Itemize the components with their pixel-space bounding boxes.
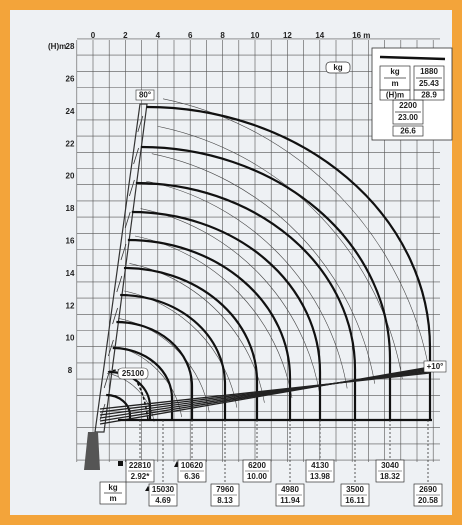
legend-load: 1880 [420,67,438,76]
load-value: 7960 [216,485,234,494]
load-radius: 8.13 [217,496,233,505]
x-tick-label: 2 [123,31,128,40]
load-value: 4130 [311,461,329,470]
reach-arc [140,208,320,394]
load-radius: 4.69 [155,496,171,505]
load-radius: 20.58 [418,496,439,505]
reach-arc [157,125,403,380]
x-tick-label: 0 [91,31,96,40]
low-boom [99,372,431,410]
footer-unit: kg [108,483,117,492]
x-tick-label: 12 [283,31,292,40]
load-curve [135,181,357,420]
load-value: 6200 [248,461,266,470]
boom-load: 25100 [122,369,145,378]
y-tick-label: 16 [66,237,75,246]
x-tick-label: 8 [220,31,225,40]
y-tick-label: 18 [66,204,75,213]
boom [94,103,148,433]
angle-box [135,89,155,101]
y-tick-label: 28 [66,42,75,51]
load-value: 2690 [419,485,437,494]
x-tick-label: 4 [156,31,161,40]
boom-brace [124,211,131,229]
load-radius: 16.11 [345,496,365,505]
square-marker [118,461,123,466]
legend-radius: 25.43 [419,79,440,88]
x-tick-label: 16 m [352,31,370,40]
load-radius: 13.98 [310,472,331,481]
legend-cell [413,89,445,101]
y-tick-label: 22 [66,139,75,148]
legend [371,47,453,141]
y-tick-label: 24 [66,107,75,116]
legend-cell [392,125,424,137]
load-radius: 11.94 [280,496,300,505]
boom-brace [116,275,123,293]
angle-box [423,360,447,373]
load-curve [116,320,194,420]
legend-load: 2200 [399,101,417,110]
legend-cell [392,99,424,125]
legend-unit: m [391,79,398,88]
reach-arc [151,153,376,384]
y-tick-label: 12 [66,301,75,310]
boom-brace [120,243,127,261]
reach-arc [134,235,293,399]
boom-brace [133,147,139,165]
x-tick-label: 6 [188,31,193,40]
boom-brace [112,307,118,325]
load-value: 15030 [152,485,175,494]
load-curve [123,266,259,420]
load-value: 4980 [281,485,299,494]
angle-max: 80° [139,91,151,100]
load-radius: 10.00 [247,472,268,481]
load-curve [131,210,322,420]
legend-boom [379,55,446,61]
footer-unit: m [109,494,116,503]
load-curve [120,293,227,420]
boom-brace [108,339,114,357]
legend-height: (H)m [386,91,404,100]
load-value: 3500 [346,485,364,494]
angle-min: +10° [427,362,444,371]
y-tick-label: 20 [66,172,75,181]
shapes [84,98,432,484]
boom-brace [137,115,144,133]
legend-unit: kg [390,67,399,76]
y-tick-label: 8 [68,366,73,375]
load-curve [112,346,174,420]
load-curve [140,145,392,420]
unit: kg [333,63,342,72]
load-curve [146,105,432,420]
load-radius: 18.32 [380,472,401,481]
reach-arc [146,180,348,389]
x-tick-label: 14 [315,31,324,40]
load-curve [106,393,132,420]
crane-base [84,432,100,470]
load-value: 10620 [181,461,204,470]
y-tick-label: 10 [66,334,75,343]
boom-brace [103,371,110,389]
load-curve [127,238,292,420]
boom-load-box [117,367,149,380]
y-tick-label: 26 [66,75,75,84]
legend-height: 26.6 [400,127,416,136]
unit-box [325,61,351,74]
load-value: 22810 [129,461,152,470]
legend-radius: 23.00 [398,113,419,122]
load-value: 3040 [381,461,399,470]
boom-brace [129,179,135,197]
load-radius: 6.36 [184,472,200,481]
reach-arc [106,372,155,422]
y-axis-label: (H)m [48,42,66,51]
x-tick-label: 10 [251,31,260,40]
y-tick-label: 14 [66,269,75,278]
legend-height: 28.9 [421,91,437,100]
dashed-arc [107,369,149,421]
load-radius: 2.92* [131,472,151,481]
